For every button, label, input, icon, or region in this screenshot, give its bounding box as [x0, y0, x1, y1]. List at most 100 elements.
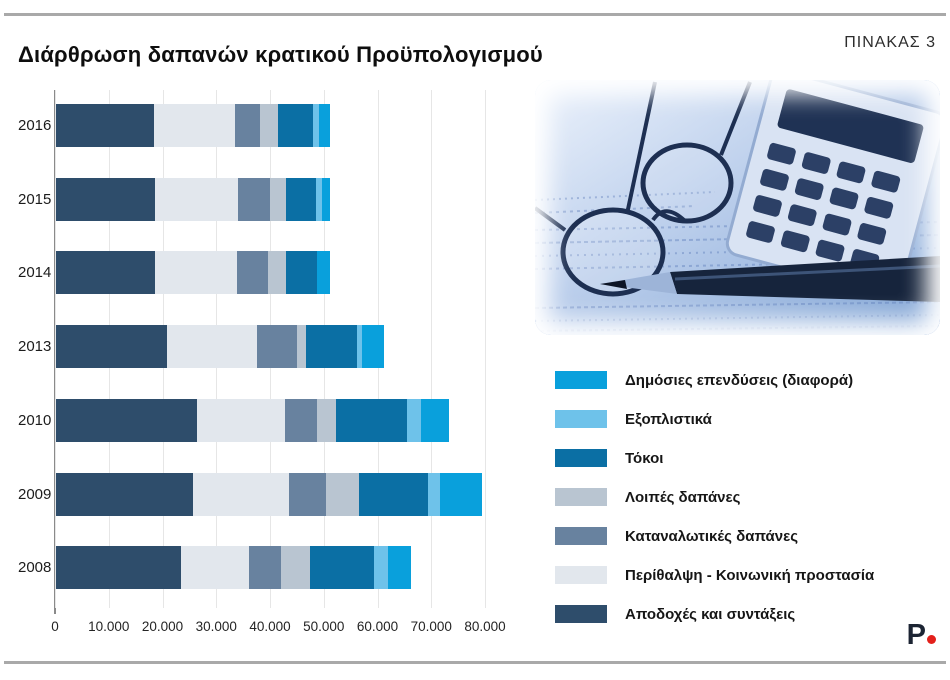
- bar-segment: [167, 325, 257, 369]
- legend-swatch: [555, 371, 607, 389]
- bar-row-2013: [56, 325, 384, 369]
- bar-segment: [56, 472, 193, 516]
- legend-label: Περίθαλψη - Κοινωνική προστασία: [625, 566, 875, 584]
- brand-logo: P: [907, 620, 936, 650]
- calculator-glasses-photo: [535, 80, 940, 335]
- brand-letter: P: [906, 619, 926, 651]
- pencil-icon: [600, 256, 940, 302]
- gridline: [431, 90, 433, 608]
- bar-segment: [196, 398, 285, 442]
- x-axis-tick-label: 40.000: [249, 619, 291, 634]
- chart-legend: Δημόσιες επενδύσεις (διαφορά) Εξοπλιστικά…: [555, 371, 874, 644]
- y-axis-label: 2013: [18, 338, 52, 356]
- bar-row-2008: [56, 546, 412, 590]
- legend-item: Εξοπλιστικά: [555, 410, 874, 428]
- bar-row-2016: [56, 104, 330, 147]
- legend-swatch: [555, 605, 607, 623]
- y-axis-label: 2016: [18, 117, 52, 134]
- stacked-bar-chart: 2016 2015 2014 2013 2010 2009 2008 0 10.000 20.00…: [0, 80, 545, 660]
- legend-label: Καταναλωτικές δαπάνες: [625, 527, 799, 545]
- legend-item: Δημόσιες επενδύσεις (διαφορά): [555, 371, 874, 389]
- bar-segment: [237, 251, 269, 295]
- legend-swatch: [555, 410, 607, 428]
- y-axis-label: 2010: [18, 411, 52, 429]
- bar-segment: [406, 398, 421, 442]
- x-axis-tick-label: 0: [51, 619, 59, 634]
- bar-segment: [289, 472, 326, 516]
- bar-segment: [257, 325, 297, 369]
- bar-segment: [260, 104, 278, 147]
- bar-segment: [56, 104, 154, 147]
- x-axis-tick-label: 50.000: [303, 619, 345, 634]
- bar-segment: [312, 104, 319, 147]
- legend-swatch: [555, 488, 607, 506]
- bar-segment: [325, 472, 360, 516]
- bar-segment: [356, 325, 362, 369]
- bar-segment: [317, 251, 330, 295]
- bar-segment: [181, 546, 250, 590]
- legend-item: Περίθαλψη - Κοινωνική προστασία: [555, 566, 874, 584]
- bar-segment: [56, 325, 168, 369]
- bar-segment: [238, 177, 271, 221]
- bar-segment: [234, 104, 261, 147]
- brand-red-dot-icon: [927, 635, 936, 644]
- eyeglasses-icon: [535, 81, 752, 297]
- bar-segment: [56, 398, 197, 442]
- bar-segment: [268, 251, 287, 295]
- bar-segment: [284, 398, 318, 442]
- bar-segment: [154, 251, 238, 295]
- bar-row-2014: [56, 251, 330, 295]
- bar-segment: [153, 104, 235, 147]
- bar-segment: [56, 177, 156, 221]
- legend-item: Αποδοχές και συντάξεις: [555, 605, 874, 623]
- bar-segment: [249, 546, 281, 590]
- legend-label: Δημόσιες επενδύσεις (διαφορά): [625, 371, 854, 389]
- bar-segment: [388, 546, 412, 590]
- y-axis-label: 2014: [18, 264, 52, 282]
- plot-area: [54, 90, 535, 614]
- bar-segment: [296, 325, 306, 369]
- bar-segment: [359, 472, 429, 516]
- y-axis-label: 2008: [18, 559, 52, 577]
- bar-segment: [420, 398, 450, 442]
- legend-item: Λοιπές δαπάνες: [555, 488, 874, 506]
- bar-segment: [440, 472, 483, 516]
- bar-segment: [285, 177, 317, 221]
- gridline: [55, 90, 56, 608]
- bar-segment: [317, 398, 337, 442]
- photo-illustration: [535, 80, 940, 335]
- bar-row-2010: [56, 398, 450, 442]
- bar-segment: [309, 546, 375, 590]
- bar-segment: [305, 325, 357, 369]
- bar-segment: [318, 104, 330, 147]
- legend-label: Τόκοι: [625, 449, 664, 467]
- y-axis-label: 2015: [18, 190, 52, 208]
- x-axis-tick-label: 20.000: [141, 619, 184, 634]
- bar-segment: [155, 177, 239, 221]
- bar-segment: [361, 325, 384, 369]
- bar-segment: [56, 251, 155, 295]
- x-axis-tick-label: 30.000: [195, 619, 237, 634]
- top-divider: [4, 13, 946, 16]
- bar-segment: [322, 177, 331, 221]
- legend-item: Καταναλωτικές δαπάνες: [555, 527, 874, 545]
- bar-segment: [428, 472, 441, 516]
- bar-segment: [192, 472, 290, 516]
- bottom-divider: [4, 661, 946, 664]
- bar-row-2009: [56, 472, 483, 516]
- legend-item: Τόκοι: [555, 449, 874, 467]
- page-title: Διάρθρωση δαπανών κρατικού Προϋπολογισμο…: [18, 41, 543, 67]
- table-number-label: ΠΙΝΑΚΑΣ 3: [844, 34, 936, 51]
- legend-label: Λοιπές δαπάνες: [625, 488, 741, 506]
- y-axis-label: 2009: [18, 485, 52, 503]
- bar-segment: [277, 104, 313, 147]
- legend-swatch: [555, 449, 607, 467]
- bar-segment: [280, 546, 310, 590]
- bar-row-2015: [56, 177, 331, 221]
- bar-segment: [316, 177, 323, 221]
- bar-segment: [374, 546, 389, 590]
- legend-swatch: [555, 527, 607, 545]
- x-axis-tick-label: 80.000: [464, 619, 506, 634]
- x-axis-tick-label: 10.000: [88, 619, 130, 634]
- bar-segment: [336, 398, 407, 442]
